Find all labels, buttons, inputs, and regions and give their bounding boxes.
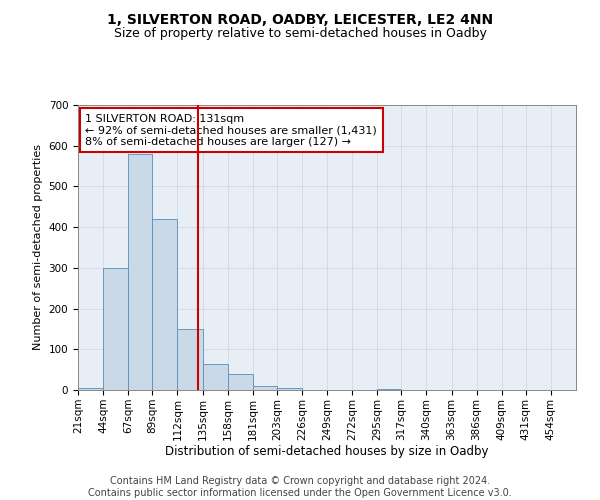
Y-axis label: Number of semi-detached properties: Number of semi-detached properties <box>33 144 43 350</box>
Text: 1 SILVERTON ROAD: 131sqm
← 92% of semi-detached houses are smaller (1,431)
8% of: 1 SILVERTON ROAD: 131sqm ← 92% of semi-d… <box>85 114 377 147</box>
Bar <box>78 388 103 390</box>
Bar <box>152 219 178 390</box>
Bar <box>128 154 152 390</box>
X-axis label: Distribution of semi-detached houses by size in Oadby: Distribution of semi-detached houses by … <box>165 446 489 458</box>
Text: Contains HM Land Registry data © Crown copyright and database right 2024.
Contai: Contains HM Land Registry data © Crown c… <box>88 476 512 498</box>
Bar <box>277 388 302 390</box>
Bar <box>227 374 253 390</box>
Text: Size of property relative to semi-detached houses in Oadby: Size of property relative to semi-detach… <box>113 28 487 40</box>
Bar <box>103 268 128 390</box>
Text: 1, SILVERTON ROAD, OADBY, LEICESTER, LE2 4NN: 1, SILVERTON ROAD, OADBY, LEICESTER, LE2… <box>107 12 493 26</box>
Bar <box>377 389 401 390</box>
Bar <box>178 329 203 390</box>
Bar <box>203 364 227 390</box>
Bar <box>253 386 277 390</box>
